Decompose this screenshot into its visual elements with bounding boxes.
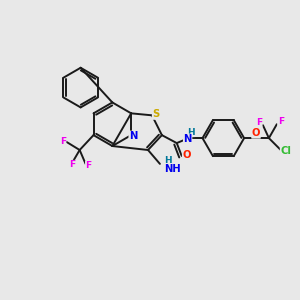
Text: F: F bbox=[60, 136, 66, 146]
Text: Cl: Cl bbox=[280, 146, 291, 156]
Text: F: F bbox=[69, 160, 75, 169]
Text: F: F bbox=[278, 117, 284, 126]
Text: S: S bbox=[152, 109, 160, 119]
Text: O: O bbox=[182, 150, 191, 160]
Text: H: H bbox=[187, 128, 194, 137]
Text: O: O bbox=[252, 128, 260, 138]
Text: NH: NH bbox=[164, 164, 181, 174]
Text: F: F bbox=[256, 118, 262, 127]
Text: H: H bbox=[164, 156, 172, 165]
Text: F: F bbox=[85, 161, 91, 170]
Text: N: N bbox=[184, 134, 192, 144]
Text: N: N bbox=[129, 131, 137, 141]
